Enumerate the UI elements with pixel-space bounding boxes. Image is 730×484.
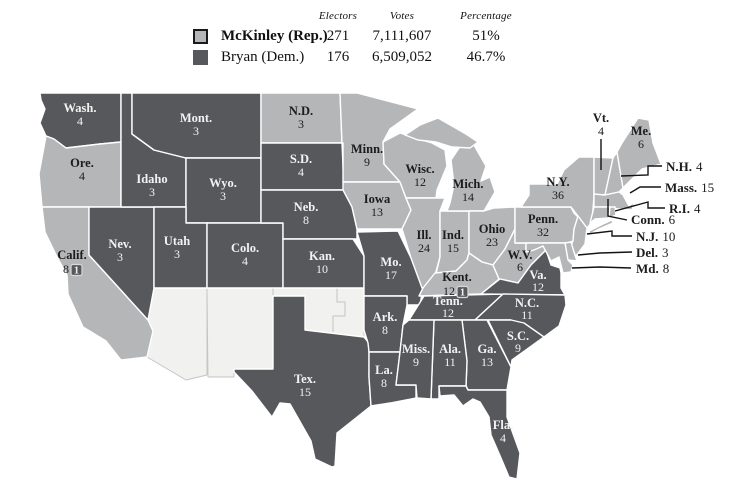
nh-leader-line	[620, 165, 662, 177]
calif-split-votes: 1	[74, 266, 79, 277]
state-virginia[interactable]	[480, 249, 566, 296]
state-label-kan: Kan. 10	[309, 249, 335, 276]
state-label-tenn: Tenn. 12	[433, 294, 463, 320]
state-label-mass: Mass. 15	[665, 180, 714, 195]
territory-new-mexico[interactable]	[206, 287, 274, 378]
del-leader-line	[577, 251, 633, 256]
ky-split-votes: 1	[460, 288, 465, 299]
state-maryland[interactable]	[525, 242, 574, 274]
state-label-ala: Ala. 11	[439, 342, 461, 369]
state-label-ore: Ore. 4	[70, 156, 94, 183]
mass-leader-line	[629, 186, 661, 194]
state-label-ky: Kent. 12	[442, 270, 472, 298]
state-label-sd: S.D. 4	[290, 152, 312, 179]
state-label-nev: Nev. 3	[108, 237, 131, 264]
state-label-minn: Minn. 9	[351, 142, 383, 169]
state-label-la: La. 8	[375, 363, 393, 390]
state-label-nj: N.J. 10	[636, 229, 675, 244]
state-mississippi[interactable]	[395, 319, 435, 400]
state-label-fla: Fla. 4	[493, 418, 513, 445]
territory-arizona[interactable]	[146, 287, 208, 381]
state-label-calif: Calif. 8	[57, 248, 87, 276]
state-label-wv: W.V. 6	[507, 248, 532, 274]
states	[38, 92, 662, 480]
state-label-md: Md. 8	[636, 261, 669, 276]
mckinley-percentage: 51%	[472, 28, 500, 44]
nj-leader-line	[586, 230, 632, 237]
state-connecticut[interactable]	[589, 206, 611, 224]
state-label-miss: Miss. 9	[402, 342, 430, 369]
calif-split-box	[70, 263, 83, 277]
state-michigan-upper[interactable]	[404, 117, 479, 149]
state-label-wyo: Wyo. 3	[209, 176, 237, 203]
state-label-utah: Utah 3	[164, 234, 190, 261]
state-label-iowa: Iowa 13	[364, 192, 391, 219]
state-label-vt: Vt. 4	[593, 111, 609, 138]
state-label-ny: N.Y. 36	[546, 175, 569, 202]
legend: Electors Votes Percentage McKinley (Rep.…	[193, 5, 529, 68]
state-label-nd: N.D. 3	[289, 104, 313, 131]
bryan-votes: 6,509,052	[372, 49, 432, 65]
state-label-ind: Ind. 15	[442, 228, 464, 255]
state-label-del: Del. 3	[636, 245, 669, 260]
state-maine[interactable]	[616, 117, 662, 189]
bryan-color-swatch	[193, 50, 208, 65]
state-label-mont: Mont. 3	[180, 111, 212, 138]
state-texas[interactable]	[233, 295, 372, 468]
state-michigan-lower[interactable]	[446, 144, 496, 212]
state-missouri[interactable]	[356, 230, 424, 306]
state-label-idaho: Idaho 3	[136, 172, 167, 199]
callout-leader-lines	[571, 139, 665, 269]
state-label-ill: Ill. 24	[417, 228, 432, 255]
mckinley-color-swatch	[193, 29, 208, 44]
bryan-percentage: 46.7%	[466, 49, 506, 65]
state-label-wash: Wash. 4	[63, 101, 96, 128]
state-label-tex: Tex. 15	[294, 372, 316, 399]
state-label-va: Va. 12	[529, 268, 546, 294]
ri-leader-line	[614, 201, 665, 212]
state-labels: Wash. 4 Ore. 4 Nev. 3 Idaho 3 Mont. 3 Wyo. 3 U…	[57, 101, 651, 445]
state-label-sc: S.C. 9	[507, 329, 529, 355]
state-florida[interactable]	[438, 385, 521, 480]
state-label-ohio: Ohio 23	[479, 222, 505, 249]
state-label-ky-group: Kent. 12 1	[442, 270, 472, 299]
ky-split-box	[456, 285, 469, 299]
state-label-ark: Ark. 8	[373, 310, 398, 337]
oklahoma-indian-territory-divider	[332, 288, 346, 332]
territories	[146, 287, 365, 381]
callout-labels: Vt. 4 N.H. 4 Mass. 15 R.I. 4 Conn. 6 N.J. 10 D…	[593, 111, 714, 276]
state-label-nh: N.H. 4	[666, 159, 703, 174]
state-label-calif-group: Calif. 8 1	[57, 248, 87, 277]
state-label-colo: Colo. 4	[231, 241, 259, 268]
conn-leader-line	[607, 199, 628, 221]
state-label-ga: Ga. 13	[477, 342, 496, 369]
state-label-wisc: Wisc. 12	[405, 162, 434, 189]
state-label-mo: Mo. 17	[380, 255, 401, 282]
state-label-conn: Conn. 6	[631, 212, 676, 227]
mckinley-votes: 7,111,607	[372, 28, 432, 44]
state-rhode-island[interactable]	[608, 206, 617, 219]
state-label-neb: Neb. 8	[294, 200, 319, 227]
state-label-mich: Mich. 14	[453, 177, 484, 204]
bryan-label: Bryan (Dem.)	[221, 49, 305, 65]
legend-header-electors: Electors	[318, 9, 358, 22]
mckinley-electors: 271	[326, 28, 350, 44]
bryan-electors: 176	[326, 49, 350, 65]
mckinley-label: McKinley (Rep.)	[221, 28, 328, 44]
state-label-ri: R.I. 4	[669, 201, 701, 216]
legend-header-votes: Votes	[389, 9, 415, 22]
state-label-me: Me. 6	[631, 124, 651, 151]
md-leader-line	[571, 266, 632, 269]
legend-header-percentage: Percentage	[460, 9, 512, 22]
state-label-penn: Penn. 32	[528, 212, 558, 239]
state-label-nc: N.C. 11	[515, 296, 539, 322]
